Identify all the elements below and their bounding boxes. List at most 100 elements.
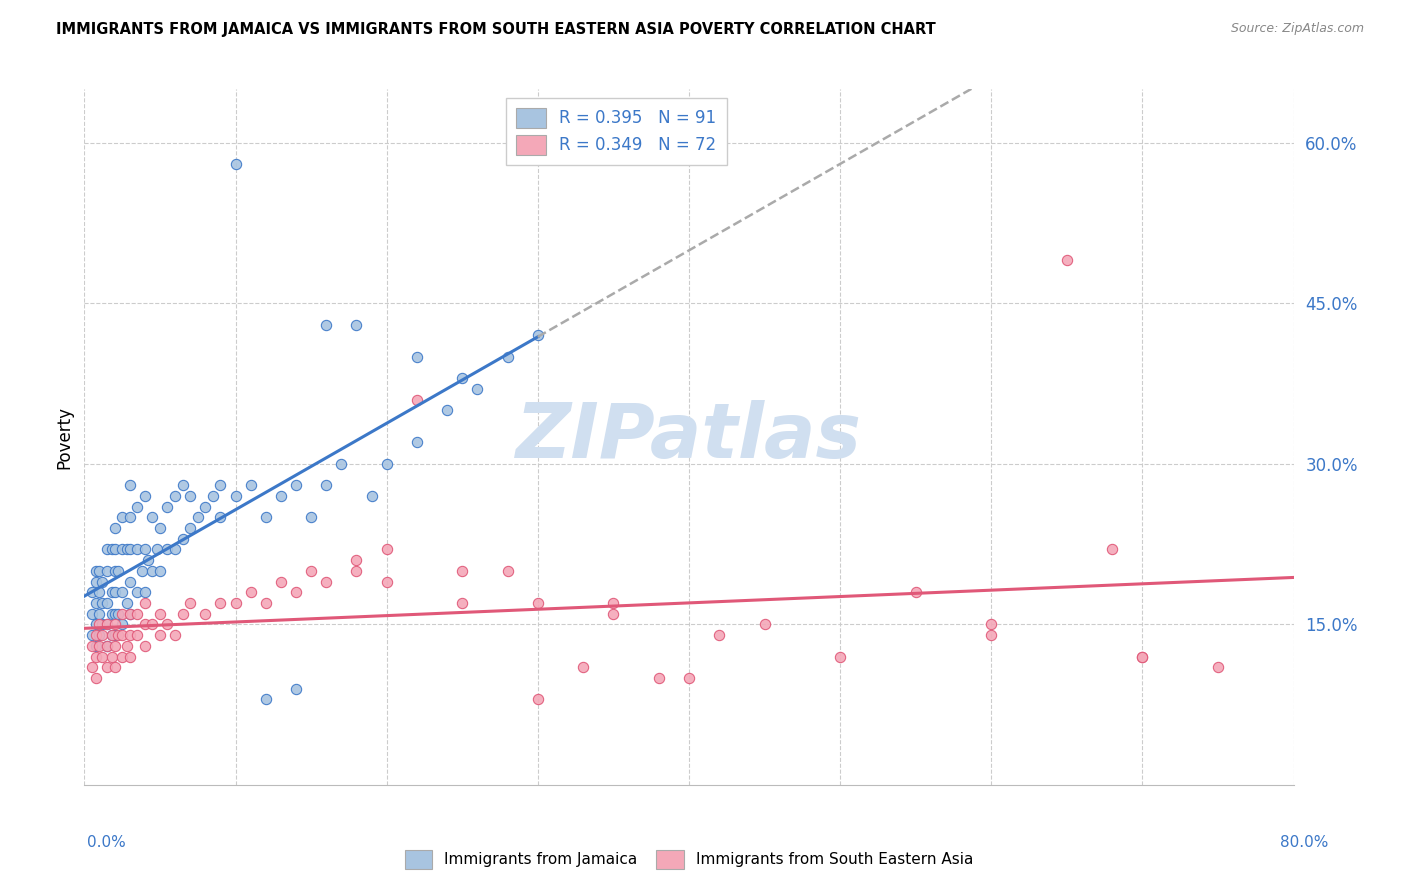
Point: [647, 671, 671, 685]
Point: [146, 542, 169, 557]
Point: [100, 585, 122, 599]
Point: [96, 617, 118, 632]
Point: [225, 489, 247, 503]
Text: ZIPatlas: ZIPatlas: [516, 401, 862, 474]
Point: [89, 628, 111, 642]
Point: [156, 542, 179, 557]
Point: [127, 542, 149, 557]
Point: [496, 564, 519, 578]
Point: [201, 489, 224, 503]
Point: [496, 350, 519, 364]
Point: [330, 457, 353, 471]
Point: [96, 542, 118, 557]
Point: [239, 585, 262, 599]
Point: [89, 617, 111, 632]
Point: [127, 585, 149, 599]
Point: [172, 478, 194, 492]
Point: [149, 628, 172, 642]
Point: [209, 478, 232, 492]
Y-axis label: Poverty: Poverty: [55, 406, 73, 468]
Point: [89, 564, 111, 578]
Point: [100, 649, 122, 664]
Point: [96, 639, 118, 653]
Point: [172, 607, 194, 621]
Point: [86, 639, 108, 653]
Point: [104, 628, 127, 642]
Point: [118, 542, 141, 557]
Point: [86, 649, 108, 664]
Point: [134, 639, 156, 653]
Point: [980, 628, 1002, 642]
Point: [360, 489, 382, 503]
Point: [149, 521, 172, 535]
Point: [1130, 649, 1153, 664]
Point: [100, 542, 122, 557]
Point: [118, 628, 141, 642]
Point: [134, 617, 156, 632]
Point: [1206, 660, 1229, 674]
Point: [209, 596, 232, 610]
Point: [111, 510, 134, 524]
Point: [107, 628, 129, 642]
Point: [91, 649, 114, 664]
Point: [107, 607, 129, 621]
Point: [107, 564, 129, 578]
Point: [104, 617, 127, 632]
Point: [127, 607, 149, 621]
Point: [709, 628, 731, 642]
Point: [254, 692, 277, 706]
Point: [96, 660, 118, 674]
Point: [104, 660, 127, 674]
Point: [104, 542, 127, 557]
Point: [86, 617, 108, 632]
Point: [141, 564, 163, 578]
Point: [86, 564, 108, 578]
Point: [111, 607, 134, 621]
Point: [96, 564, 118, 578]
Point: [80, 628, 103, 642]
Point: [118, 607, 141, 621]
Point: [436, 403, 458, 417]
Point: [346, 553, 368, 567]
Point: [172, 532, 194, 546]
Point: [299, 564, 322, 578]
Point: [315, 574, 337, 589]
Point: [134, 542, 156, 557]
Point: [1101, 542, 1123, 557]
Point: [156, 500, 179, 514]
Point: [104, 564, 127, 578]
Point: [526, 596, 548, 610]
Point: [89, 639, 111, 653]
Point: [118, 574, 141, 589]
Point: [80, 607, 103, 621]
Point: [239, 478, 262, 492]
Point: [467, 382, 489, 396]
Point: [526, 692, 548, 706]
Point: [127, 628, 149, 642]
Point: [96, 617, 118, 632]
Point: [86, 574, 108, 589]
Point: [115, 542, 138, 557]
Point: [270, 489, 292, 503]
Point: [149, 607, 172, 621]
Point: [284, 478, 308, 492]
Point: [104, 585, 127, 599]
Point: [179, 596, 201, 610]
Point: [163, 628, 186, 642]
Text: 80.0%: 80.0%: [1281, 836, 1329, 850]
Point: [118, 510, 141, 524]
Point: [96, 639, 118, 653]
Point: [115, 639, 138, 653]
Point: [209, 510, 232, 524]
Point: [104, 607, 127, 621]
Point: [91, 628, 114, 642]
Point: [149, 564, 172, 578]
Point: [284, 681, 308, 696]
Point: [315, 478, 337, 492]
Point: [572, 660, 595, 674]
Point: [134, 596, 156, 610]
Point: [346, 318, 368, 332]
Point: [225, 596, 247, 610]
Point: [111, 585, 134, 599]
Point: [1056, 253, 1078, 268]
